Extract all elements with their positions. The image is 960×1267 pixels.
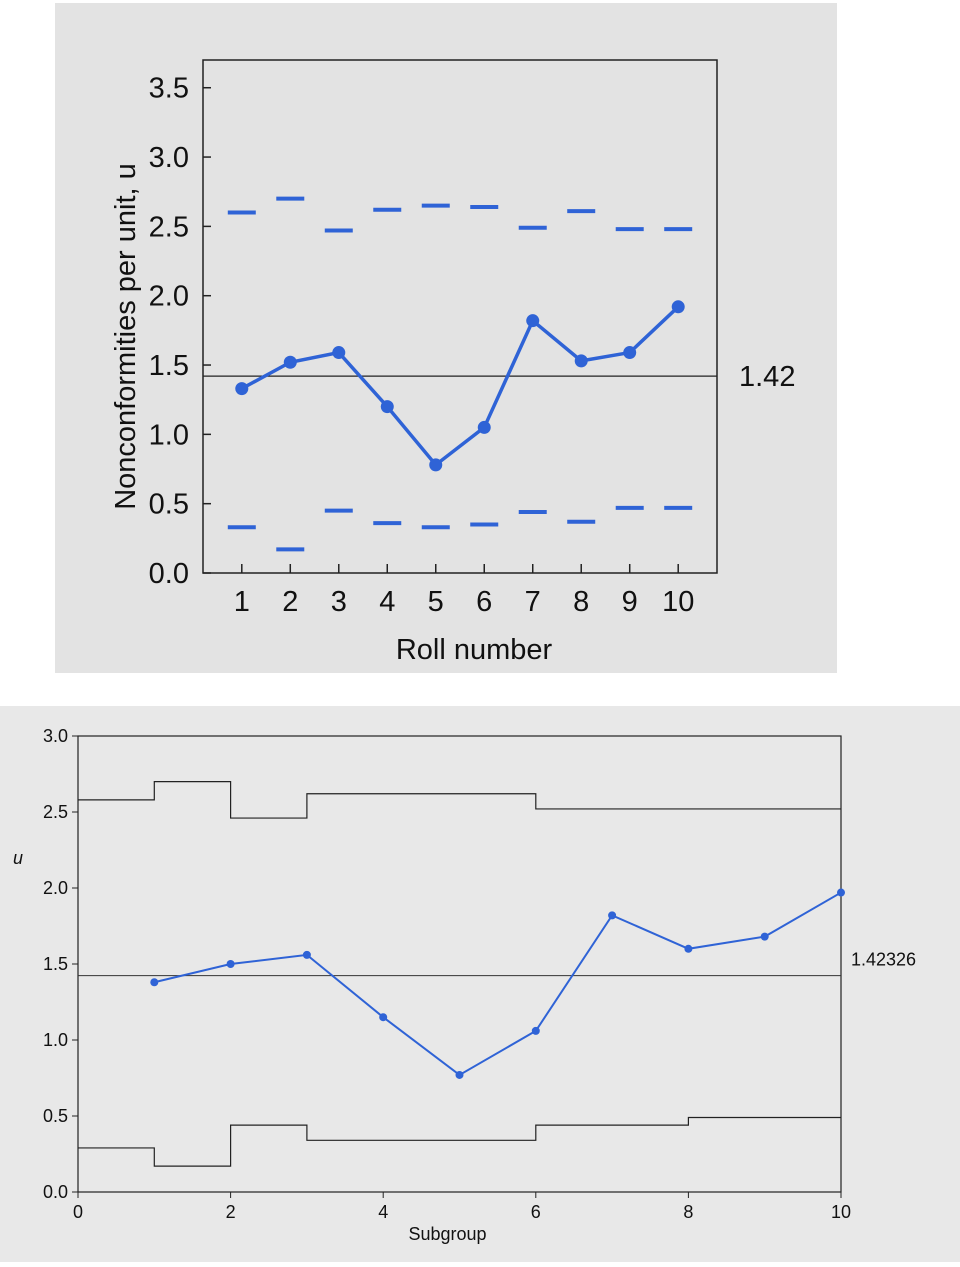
chart-1-data-point (332, 346, 346, 360)
chart-2-y-tick-label: 2.5 (43, 802, 68, 822)
chart-2-data-point (226, 960, 235, 968)
chart-2-y-tick-label: 2.0 (43, 878, 68, 898)
chart-1-x-tick-label: 6 (476, 586, 492, 618)
chart-2-series-line (154, 891, 842, 1077)
chart-2-x-axis-title: Subgroup (408, 1224, 486, 1244)
chart-1-data-point (623, 346, 637, 360)
chart-2-x-tick-label: 8 (683, 1202, 693, 1222)
chart-2-data-point (150, 978, 159, 987)
chart-1-data-point (283, 355, 297, 369)
chart-1-x-tick-label: 4 (379, 586, 395, 618)
chart-1-data-point (380, 400, 394, 414)
chart-1-data-point (671, 300, 685, 314)
chart-1-data-point (574, 354, 588, 368)
chart-2-y-tick-label: 0.5 (43, 1106, 68, 1126)
chart-2-y-tick-label: 0.0 (43, 1182, 68, 1202)
chart-1-x-tick-label: 10 (662, 586, 694, 618)
chart-1-x-axis-title: Roll number (396, 634, 553, 666)
chart-2-y-axis-title: u (13, 848, 23, 868)
chart-2-x-tick-label: 0 (73, 1202, 83, 1222)
chart-1-data-point (235, 382, 249, 396)
chart-2-data-point (837, 888, 845, 897)
chart-2-center-label: 1.42326 (851, 950, 916, 970)
chart-2-data-point (455, 1070, 464, 1079)
chart-2-x-tick-label: 6 (531, 1202, 541, 1222)
chart-1-y-tick-label: 1.0 (149, 419, 189, 451)
chart-1-y-tick-label: 2.0 (149, 281, 189, 313)
chart-1-y-tick-label: 0.0 (149, 558, 189, 590)
chart-1-y-tick-label: 2.5 (149, 211, 189, 243)
chart-2-ucl-step-line (78, 781, 841, 819)
chart-2-data-point (608, 911, 617, 920)
chart-2-lcl-step-line (78, 1116, 841, 1167)
chart-2-data-point (302, 950, 311, 959)
chart-1-series-line (240, 305, 680, 468)
chart-1-x-tick-label: 2 (282, 586, 298, 618)
chart-1-x-tick-label: 1 (234, 586, 250, 618)
chart-2-plot-frame (77, 735, 842, 1193)
chart-1-svg: 0.0 0.5 1.0 1.5 2.0 2.5 3.0 3.5 1 2 3 4 5 6 7 8 9 10 1.42 R… (110, 59, 795, 666)
chart-2-data-point (531, 1026, 540, 1035)
chart-2-y-tick-label: 1.5 (43, 954, 68, 974)
chart-2-data-point (684, 944, 693, 953)
chart-2-x-tick-label: 2 (226, 1202, 236, 1222)
chart-2-x-tick-label: 10 (831, 1202, 851, 1222)
chart-2-data-point (760, 932, 769, 941)
chart-1-panel: 0.0 0.5 1.0 1.5 2.0 2.5 3.0 3.5 1 2 3 4 5 6 7 8 9 10 1.42 R… (55, 3, 837, 673)
chart-1-x-tick-label: 9 (622, 586, 638, 618)
chart-1-data-point (526, 314, 540, 328)
chart-2-panel: 0.0 0.5 1.0 1.5 2.0 2.5 3.0 0 2 4 6 8 10 1.42326 Subgr… (0, 706, 960, 1262)
chart-1-y-axis-title: Nonconformities per unit, u (110, 163, 142, 510)
chart-1-y-tick-label: 3.0 (149, 142, 189, 174)
chart-1-center-label: 1.42 (739, 361, 795, 393)
chart-2-x-tick-label: 4 (378, 1202, 388, 1222)
chart-1-y-tick-label: 3.5 (149, 73, 189, 105)
chart-1-y-tick-label: 1.5 (149, 350, 189, 382)
chart-1-y-tick-label: 0.5 (149, 489, 189, 521)
chart-1-data-point (429, 458, 443, 472)
chart-1-x-tick-label: 7 (525, 586, 541, 618)
chart-1-plot-frame (202, 59, 718, 574)
chart-2-y-tick-label: 3.0 (43, 726, 68, 746)
chart-2-data-point (379, 1013, 388, 1022)
chart-2-y-tick-label: 1.0 (43, 1030, 68, 1050)
chart-2-svg: 0.0 0.5 1.0 1.5 2.0 2.5 3.0 0 2 4 6 8 10 1.42326 Subgr… (13, 726, 916, 1244)
chart-1-x-tick-label: 8 (573, 586, 589, 618)
chart-1-x-tick-label: 3 (331, 586, 347, 618)
chart-1-data-point (477, 420, 491, 434)
chart-1-x-tick-label: 5 (428, 586, 444, 618)
